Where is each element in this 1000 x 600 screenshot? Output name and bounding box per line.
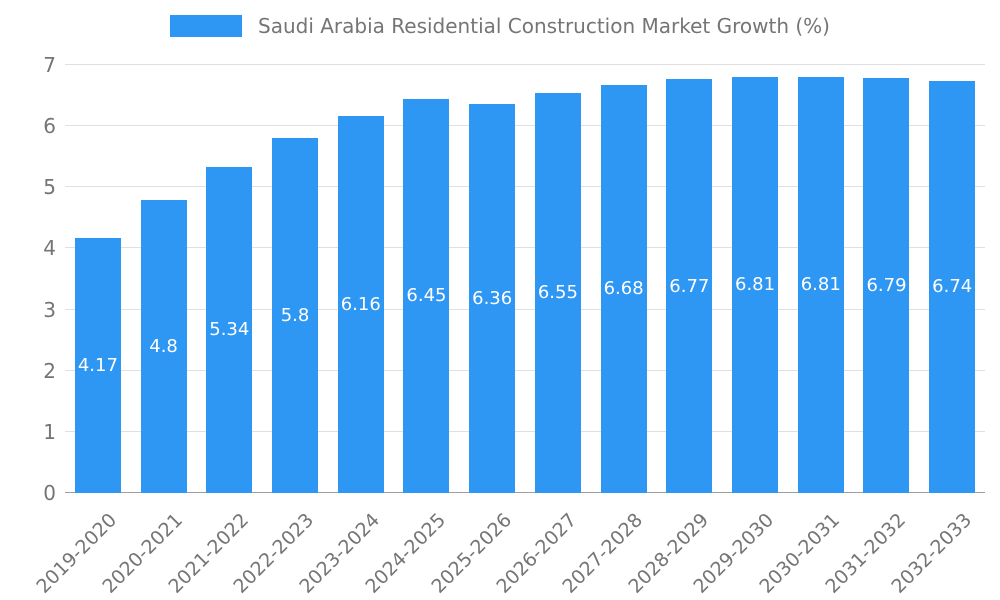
y-tick-label: 4 bbox=[43, 236, 56, 261]
chart-title: Saudi Arabia Residential Construction Ma… bbox=[258, 14, 830, 38]
bar-slot: 6.77 bbox=[656, 65, 722, 493]
y-tick-label: 5 bbox=[43, 175, 56, 200]
bar-slot: 6.55 bbox=[525, 65, 591, 493]
gridline bbox=[65, 186, 985, 188]
bar: 5.8 bbox=[272, 138, 319, 493]
y-tick-label: 3 bbox=[43, 297, 56, 322]
bar: 6.55 bbox=[534, 92, 581, 493]
y-tick-label: 6 bbox=[43, 114, 56, 139]
bar-value-label: 6.55 bbox=[537, 282, 578, 304]
bar-slot: 6.45 bbox=[394, 65, 460, 493]
bar-slot: 4.17 bbox=[65, 65, 131, 493]
bar-value-label: 6.16 bbox=[340, 294, 381, 316]
bar: 6.74 bbox=[929, 80, 976, 493]
bar-slot: 6.74 bbox=[919, 65, 985, 493]
bar: 6.36 bbox=[469, 104, 516, 493]
gridline bbox=[65, 308, 985, 310]
chart-legend: Saudi Arabia Residential Construction Ma… bbox=[0, 14, 1000, 38]
bar-value-label: 6.81 bbox=[735, 274, 776, 296]
y-tick-label: 7 bbox=[43, 53, 56, 77]
bar-value-label: 6.68 bbox=[603, 278, 644, 300]
bar-value-label: 5.8 bbox=[280, 305, 310, 327]
bar: 6.81 bbox=[797, 76, 844, 493]
bar-slot: 6.81 bbox=[788, 65, 854, 493]
gridline bbox=[65, 369, 985, 371]
gridline bbox=[65, 430, 985, 432]
y-axis: 0 1 2 3 4 5 6 7 bbox=[0, 53, 56, 505]
bar: 6.79 bbox=[863, 77, 910, 493]
bar: 5.34 bbox=[206, 166, 253, 493]
y-tick-label: 1 bbox=[43, 419, 56, 444]
bar-value-label: 6.74 bbox=[932, 276, 973, 298]
bar-slot: 6.16 bbox=[328, 65, 394, 493]
bar-slot: 6.81 bbox=[722, 65, 788, 493]
bar-value-label: 6.45 bbox=[406, 285, 447, 307]
bar-value-label: 6.77 bbox=[669, 275, 710, 297]
bar-value-label: 4.8 bbox=[149, 335, 178, 357]
gridline bbox=[65, 247, 985, 249]
x-axis-baseline bbox=[65, 492, 985, 493]
bar: 6.77 bbox=[666, 79, 713, 493]
bar-value-label: 5.34 bbox=[209, 319, 250, 341]
bar-slot: 6.79 bbox=[854, 65, 920, 493]
bar-slot: 5.34 bbox=[196, 65, 262, 493]
bar-value-label: 6.81 bbox=[800, 274, 841, 296]
bar: 6.16 bbox=[337, 116, 384, 493]
bar-value-label: 6.36 bbox=[472, 288, 513, 310]
bar-slot: 4.8 bbox=[131, 65, 197, 493]
bar-slot: 6.68 bbox=[591, 65, 657, 493]
legend-swatch bbox=[170, 15, 243, 37]
plot-area: 4.17 4.8 5.34 5.8 6.16 6.45 6.36 6.55 6.68 6.77 6.… bbox=[65, 64, 985, 493]
bar: 6.81 bbox=[732, 76, 779, 493]
bar-value-label: 6.79 bbox=[866, 274, 907, 296]
gridline bbox=[65, 64, 985, 65]
bar-slot: 5.8 bbox=[262, 65, 328, 493]
x-axis: 2019-2020 2020-2021 2021-2022 2022-2023 2023… bbox=[33, 499, 985, 600]
bar: 4.8 bbox=[140, 199, 187, 493]
y-tick-label: 2 bbox=[43, 358, 56, 383]
bar: 6.68 bbox=[600, 84, 647, 493]
bar-value-label: 4.17 bbox=[77, 355, 118, 377]
bar: 6.45 bbox=[403, 98, 450, 493]
gridlines bbox=[65, 64, 985, 493]
bar: 4.17 bbox=[74, 238, 121, 493]
gridline bbox=[65, 125, 985, 127]
bar-slot: 6.36 bbox=[459, 65, 525, 493]
y-tick-label: 0 bbox=[43, 481, 56, 505]
bars: 4.17 4.8 5.34 5.8 6.16 6.45 6.36 6.55 6.68 6.77 6.… bbox=[65, 65, 985, 493]
